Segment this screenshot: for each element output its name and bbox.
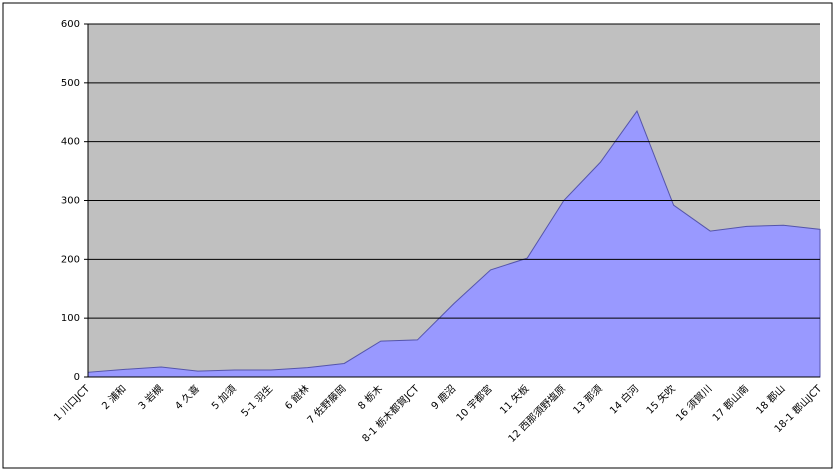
y-tick-label: 200 xyxy=(61,254,80,265)
y-tick-label: 300 xyxy=(61,196,80,207)
y-tick-label: 400 xyxy=(61,137,80,148)
y-tick-label: 600 xyxy=(61,19,80,30)
area xyxy=(87,110,821,378)
y-tick-label: 0 xyxy=(74,372,80,383)
y-tick-label: 100 xyxy=(61,313,80,324)
y-tick-label: 500 xyxy=(61,78,80,89)
